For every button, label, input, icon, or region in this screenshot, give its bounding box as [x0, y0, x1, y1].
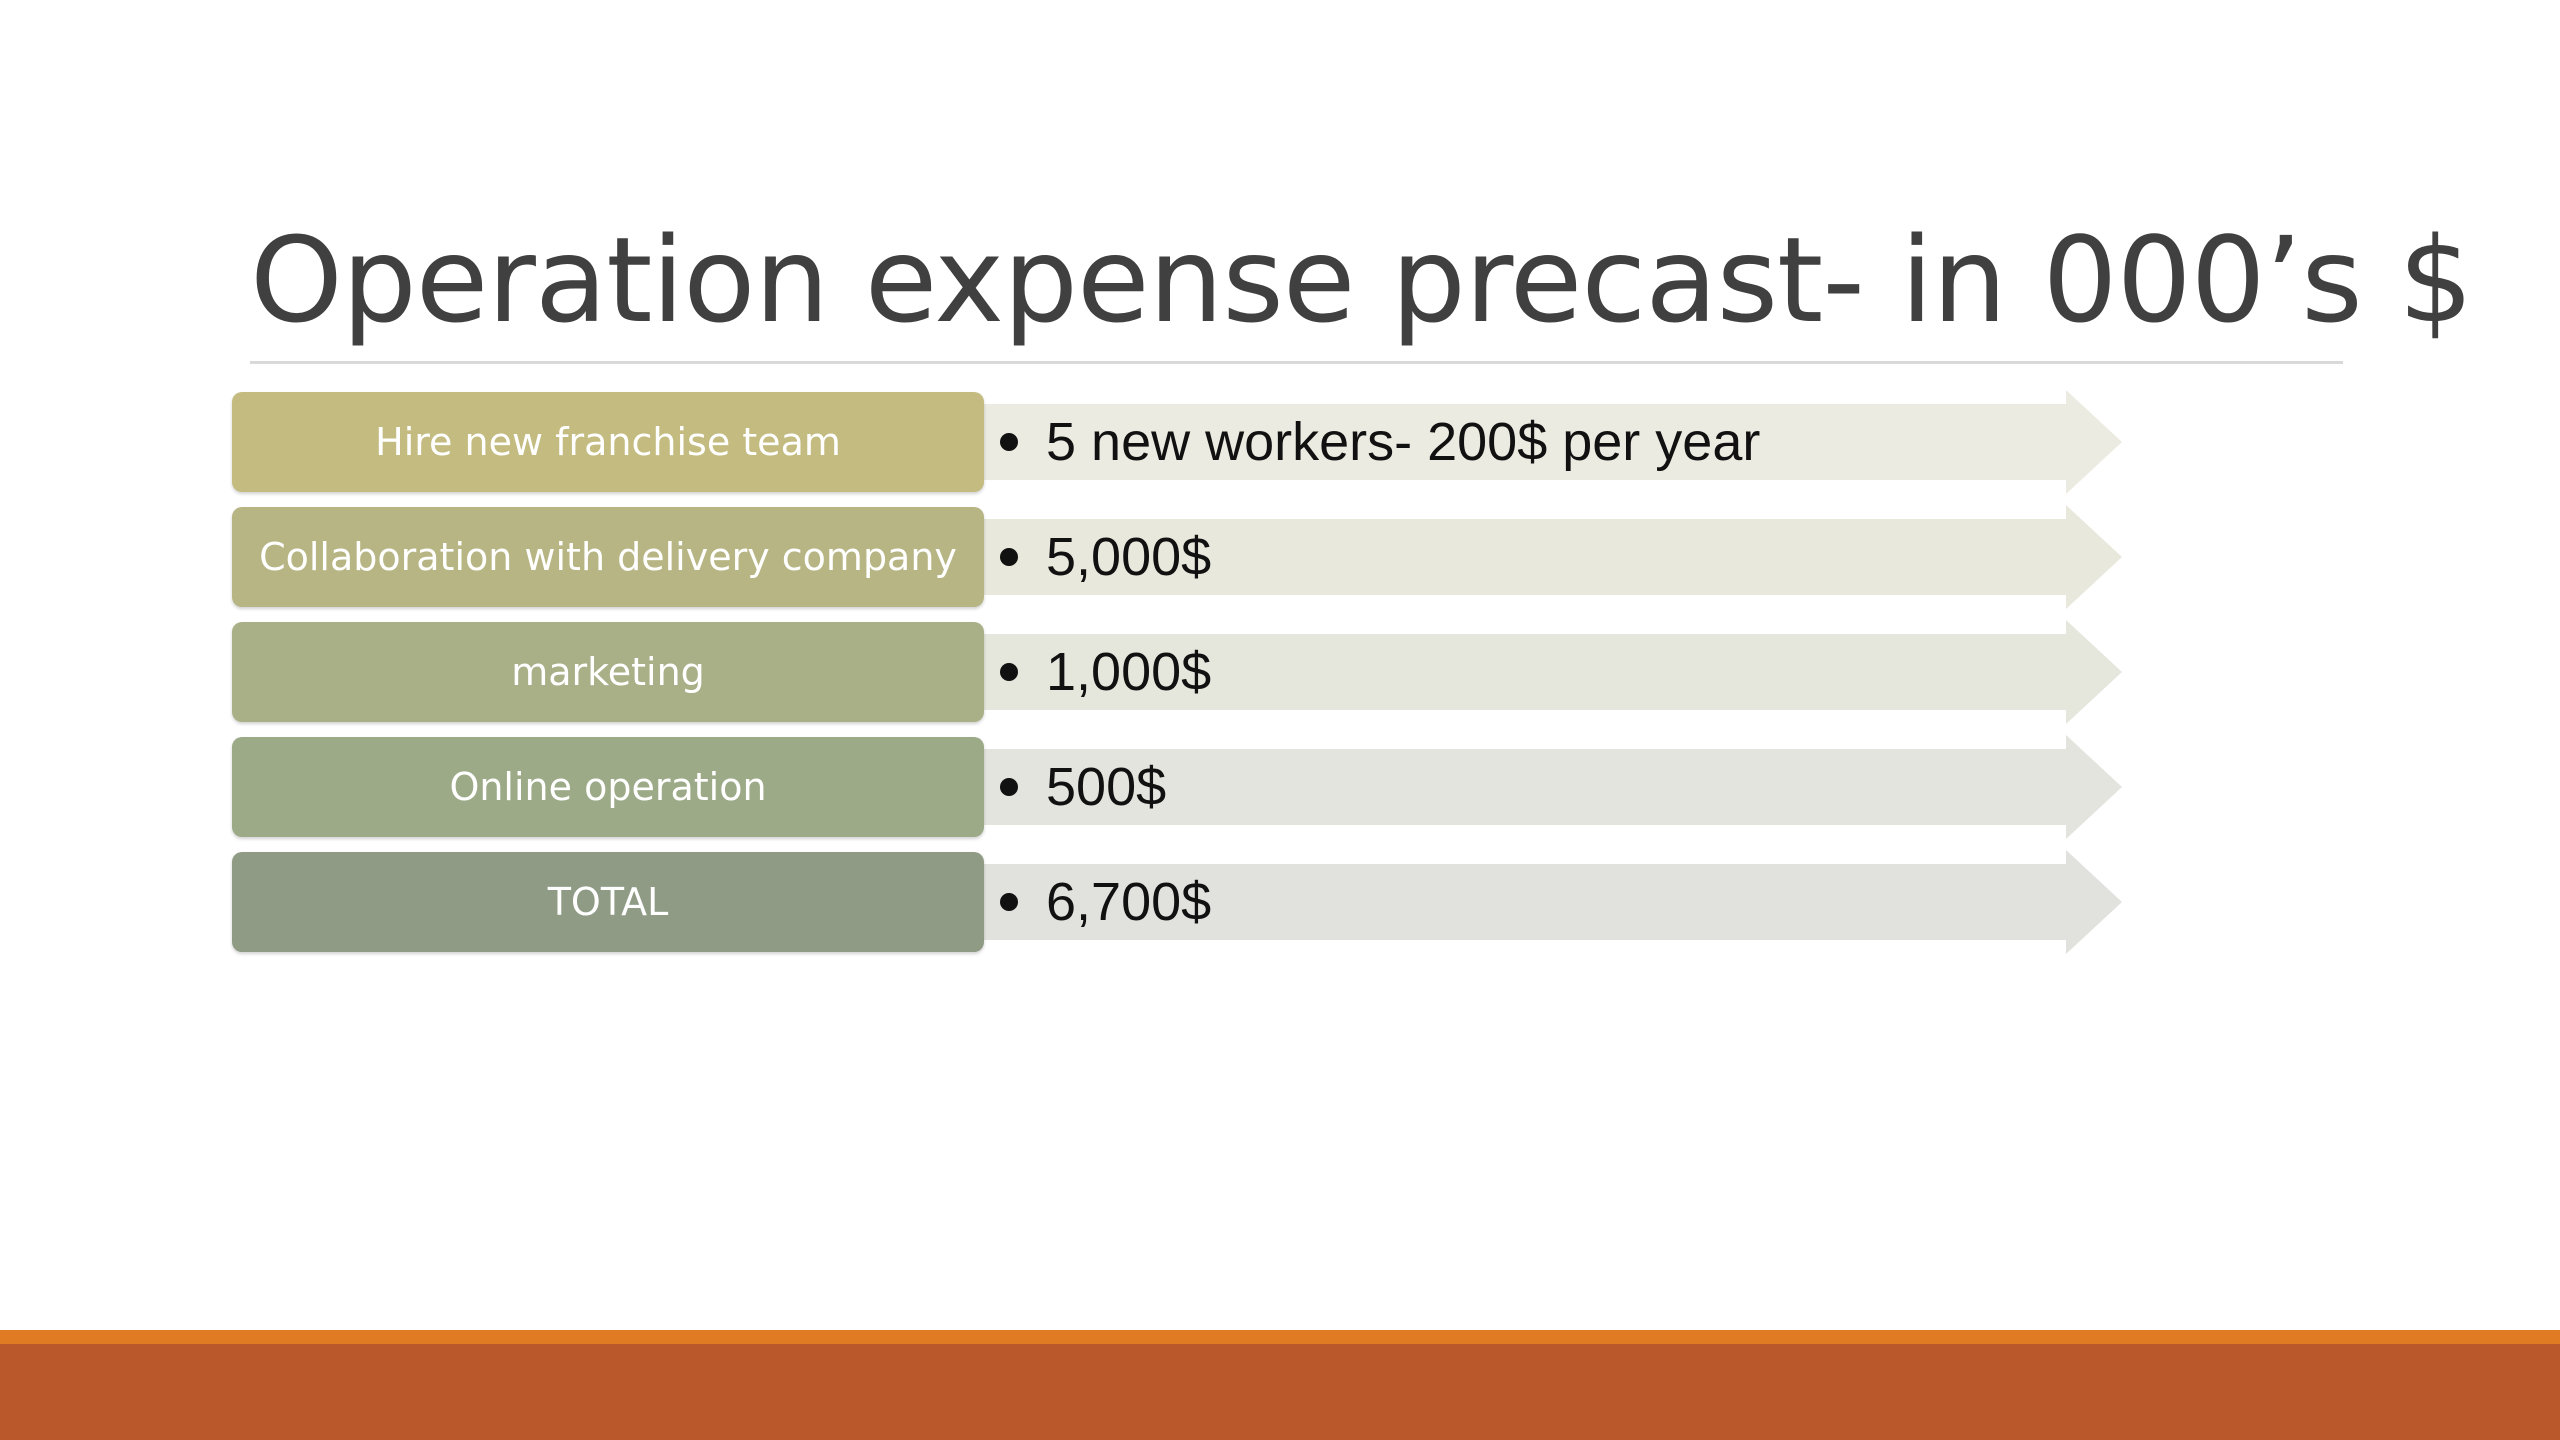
expense-value: 1,000$	[990, 620, 1211, 724]
expense-value: 6,700$	[990, 850, 1211, 954]
row-arrow	[980, 850, 2122, 954]
expense-label-box: Collaboration with delivery company	[232, 507, 984, 607]
expense-label: Online operation	[449, 765, 767, 809]
expense-value-text: 6,700$	[1046, 872, 1212, 932]
expense-row: Collaboration with delivery company 5,00…	[232, 505, 2122, 609]
expense-label-box: Hire new franchise team	[232, 392, 984, 492]
row-arrow	[980, 735, 2122, 839]
expense-value-text: 5 new workers- 200$ per year	[1046, 412, 1761, 472]
bullet-icon	[1000, 778, 1018, 796]
expense-label-box: TOTAL	[232, 852, 984, 952]
expense-label: marketing	[511, 650, 705, 694]
expense-value-text: 5,000$	[1046, 527, 1212, 587]
slide-title: Operation expense precast- in 000’s $	[250, 211, 2473, 349]
row-arrow	[980, 390, 2122, 494]
footer-bar	[0, 1344, 2560, 1440]
expense-label: Collaboration with delivery company	[259, 535, 957, 579]
row-arrow	[980, 620, 2122, 724]
expense-value: 500$	[990, 735, 1166, 839]
bullet-icon	[1000, 548, 1018, 566]
expense-label: Hire new franchise team	[375, 420, 841, 464]
expense-label-box: Online operation	[232, 737, 984, 837]
expense-value-text: 500$	[1046, 757, 1167, 817]
expense-label: TOTAL	[547, 880, 669, 924]
expense-value: 5,000$	[990, 505, 1211, 609]
expense-value-text: 1,000$	[1046, 642, 1212, 702]
expense-label-box: marketing	[232, 622, 984, 722]
row-arrow	[980, 505, 2122, 609]
expense-value: 5 new workers- 200$ per year	[990, 390, 1760, 494]
expense-row: marketing 1,000$	[232, 620, 2122, 724]
bullet-icon	[1000, 893, 1018, 911]
footer-accent-stripe	[0, 1330, 2560, 1344]
bullet-icon	[1000, 433, 1018, 451]
expense-row: Hire new franchise team 5 new workers- 2…	[232, 390, 2122, 494]
title-divider	[250, 361, 2343, 364]
expense-row-total: TOTAL 6,700$	[232, 850, 2122, 954]
bullet-icon	[1000, 663, 1018, 681]
expense-row: Online operation 500$	[232, 735, 2122, 839]
